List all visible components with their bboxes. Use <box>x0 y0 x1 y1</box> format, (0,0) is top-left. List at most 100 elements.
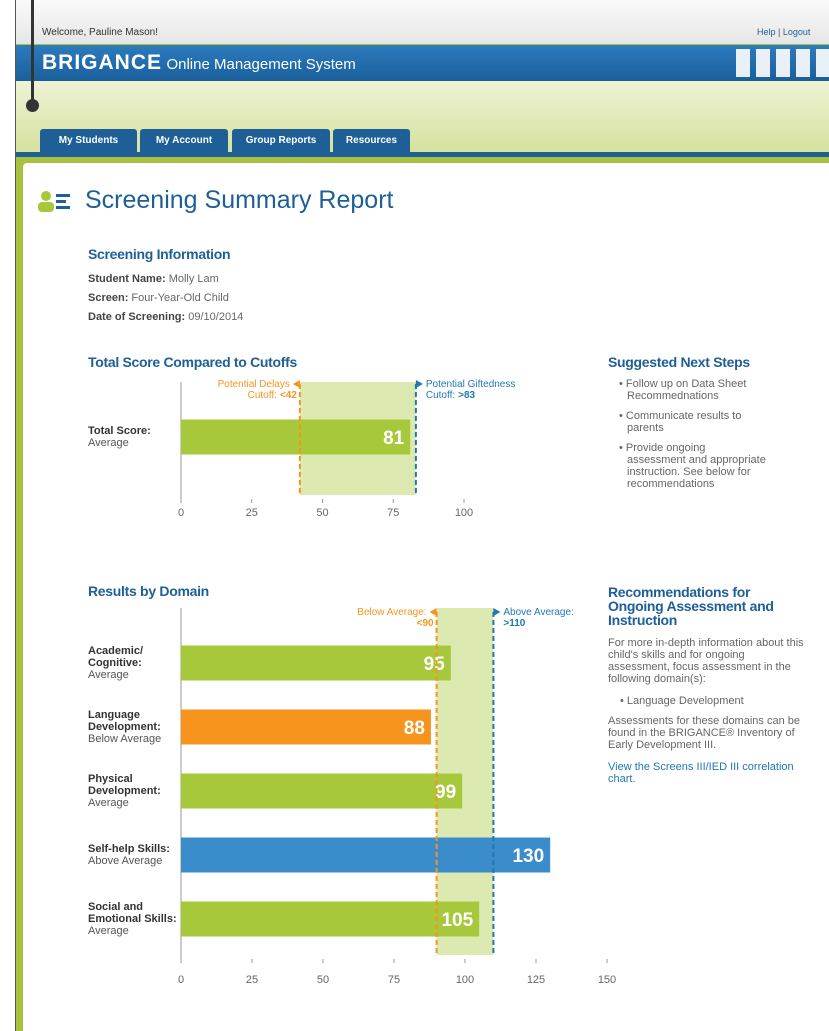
x-tick-label: 100 <box>456 974 474 986</box>
field: Student Name: Molly Lam <box>88 270 243 289</box>
cutoff-name: Potential Delays <box>218 379 290 390</box>
value-label: 99 <box>435 782 456 803</box>
tab[interactable]: My Students <box>40 129 137 152</box>
field: Screen: Four-Year-Old Child <box>88 289 243 308</box>
cutoff-name: Potential Giftedness <box>426 379 516 390</box>
cutoff-arrow <box>415 380 423 388</box>
x-tick-label: 25 <box>246 507 258 519</box>
field-label: Date of Screening: <box>88 311 186 323</box>
category-rating: Average <box>88 669 129 681</box>
title-icon <box>38 191 70 212</box>
correlation-link[interactable]: View the Screens III/IED III correlation… <box>608 761 794 785</box>
field-label: Screen: <box>88 292 129 304</box>
cutoff-label: Cutoff: >83 <box>426 390 476 401</box>
x-tick-label: 0 <box>178 507 184 519</box>
field-value: Four-Year-Old Child <box>131 292 229 304</box>
brand-name: BRIGANCE <box>42 51 163 74</box>
x-tick-label: 100 <box>455 507 473 519</box>
category-rating: Above Average <box>88 855 163 867</box>
tab[interactable]: Resources <box>333 129 410 152</box>
cutoff-label: >110 <box>503 618 525 629</box>
category-rating: Below Average <box>88 733 162 745</box>
category-label: Physical Development: Average <box>88 773 180 809</box>
next-steps: Follow up on Data Sheet Recommednations … <box>617 378 767 498</box>
recommendations: For more in-depth information about this… <box>608 637 808 785</box>
page-title: Screening Summary Report <box>85 186 394 214</box>
x-tick-label: 25 <box>246 974 258 986</box>
x-tick-label: 50 <box>317 974 329 986</box>
chart-title: Results by Domain <box>88 583 209 599</box>
pointer-line <box>31 0 34 104</box>
bar <box>181 419 411 455</box>
top-links: Help | Logout <box>757 27 810 37</box>
tab[interactable]: My Account <box>140 129 228 152</box>
category-name: Language Development: <box>88 709 161 733</box>
cutoff-label: Cutoff: <42 <box>248 390 298 401</box>
cutoff-prefix: Cutoff: <box>248 390 277 401</box>
x-tick-label: 150 <box>598 974 616 986</box>
cutoff-name: Above Average: <box>503 607 573 618</box>
frame-line <box>15 0 16 1031</box>
section-heading: Recommendations for Ongoing Assessment a… <box>608 584 774 628</box>
cutoff-arrow <box>292 380 300 388</box>
value-label: 130 <box>512 846 544 867</box>
bar <box>181 709 431 745</box>
x-tick-label: 50 <box>316 507 328 519</box>
category-name: Self-help Skills: <box>88 843 170 855</box>
category-name: Physical Development: <box>88 773 161 797</box>
category-name: Academic/ Cognitive: <box>88 645 144 669</box>
chart-title: Total Score Compared to Cutoffs <box>88 354 298 370</box>
x-tick-label: 75 <box>387 507 399 519</box>
category-rating: Average <box>88 437 129 449</box>
category-label: Social and Emotional Skills: Average <box>88 901 180 937</box>
value-label: 105 <box>441 910 473 931</box>
category-label: Total Score: Average <box>88 425 180 449</box>
x-tick-label: 125 <box>527 974 545 986</box>
panel <box>23 163 829 1031</box>
field-value: Molly Lam <box>168 273 219 285</box>
value-label: 81 <box>383 428 405 449</box>
bar <box>181 645 451 681</box>
logout-link[interactable]: Logout <box>782 27 811 37</box>
margin <box>0 0 15 1031</box>
step: Follow up on Data Sheet Recommednations <box>617 378 767 402</box>
tab-rule <box>16 152 829 157</box>
cutoff-prefix: Cutoff: <box>426 390 455 401</box>
bar <box>181 901 480 937</box>
top-bar <box>0 0 829 44</box>
brand: BRIGANCE Online Management System <box>42 51 356 75</box>
category-rating: Average <box>88 797 129 809</box>
note: Assessments for these domains can be fou… <box>608 715 800 751</box>
cutoff-value: >110 <box>503 618 525 629</box>
cutoff-value: <42 <box>280 390 297 401</box>
cutoff-value: <90 <box>417 618 434 629</box>
category-label: Academic/ Cognitive: Average <box>88 645 180 681</box>
step: Provide ongoing assessment and appropria… <box>617 442 767 490</box>
brand-sub: Online Management System <box>166 56 356 73</box>
brand-bar <box>16 45 829 81</box>
value-label: 95 <box>424 654 446 675</box>
screening-fields: Student Name: Molly Lam Screen: Four-Yea… <box>88 270 243 327</box>
brand-stripes <box>736 49 829 77</box>
pointer-dot <box>26 99 39 112</box>
step: Communicate results to parents <box>617 410 767 434</box>
cutoff-label: <90 <box>417 618 434 629</box>
category-rating: Average <box>88 925 129 937</box>
value-label: 88 <box>404 718 425 739</box>
field-value: 09/10/2014 <box>188 311 244 323</box>
x-tick-label: 0 <box>178 974 184 986</box>
field-label: Student Name: <box>88 273 166 285</box>
field: Date of Screening: 09/10/2014 <box>88 308 243 327</box>
category-label: Language Development: Below Average <box>88 709 180 745</box>
welcome: Welcome, Pauline Mason! <box>42 27 158 38</box>
section-heading: Suggested Next Steps <box>608 354 750 370</box>
bar <box>181 773 463 809</box>
cutoff-arrow <box>429 608 437 616</box>
bar <box>181 837 551 873</box>
help-link[interactable]: Help <box>757 27 776 37</box>
tab[interactable]: Group Reports <box>232 129 330 152</box>
cutoff-arrow <box>493 608 501 616</box>
separator: | <box>778 27 781 37</box>
